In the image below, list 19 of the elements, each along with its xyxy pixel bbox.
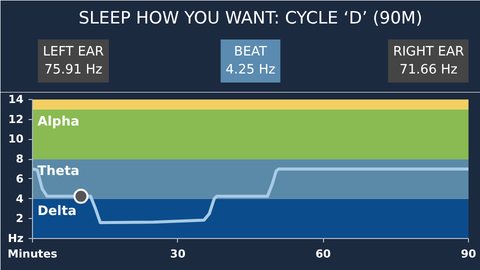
y-tick-label: 14 xyxy=(8,93,24,106)
band-label: Alpha xyxy=(38,114,80,130)
y-tick-label: 8 xyxy=(16,152,24,166)
y-tick-label: 12 xyxy=(8,112,24,126)
x-tick-label: 60 xyxy=(316,248,332,260)
y-tick-label: 2 xyxy=(16,212,24,226)
band-label: Theta xyxy=(38,164,80,180)
text: LEFT EAR 75.91 Hz xyxy=(42,44,104,78)
x-tick-label: 90 xyxy=(460,248,476,260)
text: BEAT 4.25 Hz xyxy=(226,44,276,78)
x-tick-label: Minutes xyxy=(8,248,58,260)
chart-title: SLEEP HOW YOU WANT: CYCLE ‘D’ (90M) xyxy=(78,8,422,28)
band-label: Delta xyxy=(38,204,77,219)
y-tick-label: Hz xyxy=(8,232,24,245)
y-tick-label: 6 xyxy=(16,172,24,186)
text: RIGHT EAR 71.66 Hz xyxy=(393,44,464,78)
y-tick-label: 4 xyxy=(16,192,24,206)
y-tick-label: 10 xyxy=(8,132,24,146)
x-tick-label: 30 xyxy=(170,248,186,260)
